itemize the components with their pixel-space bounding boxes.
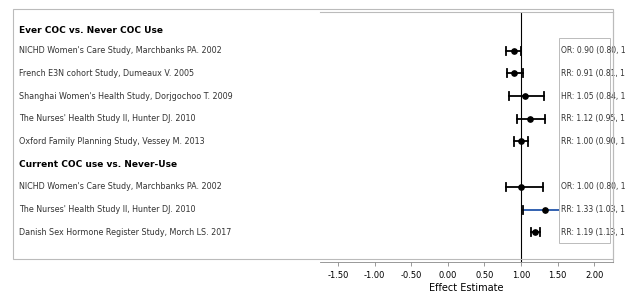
Bar: [559, 38, 610, 243]
Text: The Nurses' Health Study II, Hunter DJ. 2010: The Nurses' Health Study II, Hunter DJ. …: [19, 205, 195, 214]
Text: Oxford Family Planning Study, Vessey M. 2013: Oxford Family Planning Study, Vessey M. …: [19, 137, 204, 146]
Text: Shanghai Women's Health Study, Dorjgochoo T. 2009: Shanghai Women's Health Study, Dorjgocho…: [19, 92, 232, 101]
Text: RR: 1.00 (0.90, 1.10): RR: 1.00 (0.90, 1.10): [561, 137, 625, 146]
Text: The Nurses' Health Study II, Hunter DJ. 2010: The Nurses' Health Study II, Hunter DJ. …: [19, 114, 195, 123]
Text: RR: 1.19 (1.13, 1.26): RR: 1.19 (1.13, 1.26): [561, 228, 625, 237]
Text: NICHD Women's Care Study, Marchbanks PA. 2002: NICHD Women's Care Study, Marchbanks PA.…: [19, 182, 221, 191]
Text: HR: 1.05 (0.84, 1.31): HR: 1.05 (0.84, 1.31): [561, 92, 625, 101]
Text: OR: 0.90 (0.80, 1.00): OR: 0.90 (0.80, 1.00): [561, 46, 625, 55]
X-axis label: Effect Estimate: Effect Estimate: [429, 283, 503, 293]
Text: NICHD Women's Care Study, Marchbanks PA. 2002: NICHD Women's Care Study, Marchbanks PA.…: [19, 46, 221, 55]
Text: RR: 0.91 (0.81, 1.03): RR: 0.91 (0.81, 1.03): [561, 69, 625, 78]
Text: Ever COC vs. Never COC Use: Ever COC vs. Never COC Use: [19, 26, 162, 35]
Text: RR: 1.12 (0.95, 1.33): RR: 1.12 (0.95, 1.33): [561, 114, 625, 123]
Text: French E3N cohort Study, Dumeaux V. 2005: French E3N cohort Study, Dumeaux V. 2005: [19, 69, 194, 78]
Text: RR: 1.33 (1.03, 1.73): RR: 1.33 (1.03, 1.73): [561, 205, 625, 214]
Text: Current COC use vs. Never-Use: Current COC use vs. Never-Use: [19, 160, 177, 169]
Text: OR: 1.00 (0.80, 1.30): OR: 1.00 (0.80, 1.30): [561, 182, 625, 191]
Text: Danish Sex Hormone Register Study, Morch LS. 2017: Danish Sex Hormone Register Study, Morch…: [19, 228, 231, 237]
